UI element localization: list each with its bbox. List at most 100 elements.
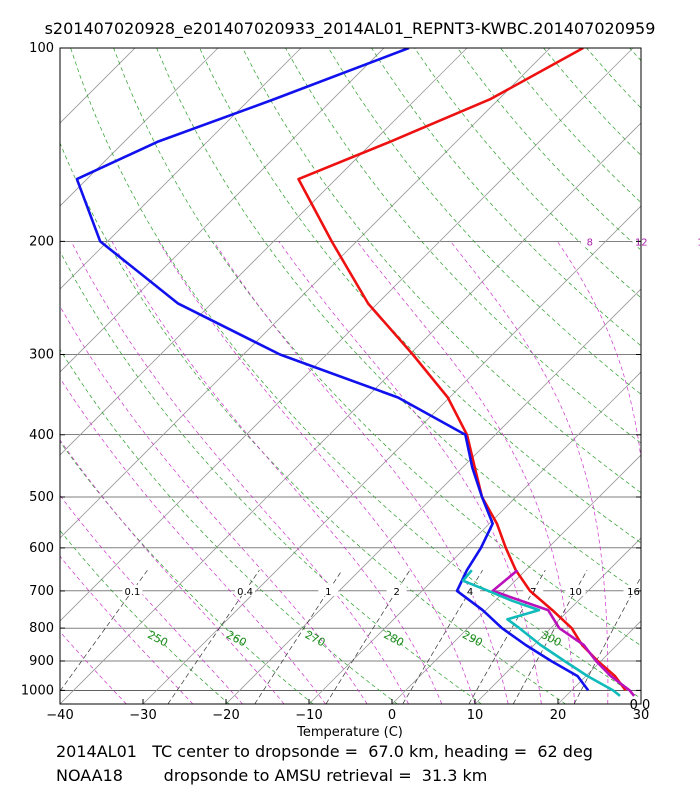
isotherm--30 (142, 205, 641, 704)
amsu-retrieval-dewpoint-line (461, 569, 621, 697)
dry-adiabat-280 (60, 250, 482, 704)
isotherm--120 (0, 48, 52, 704)
moist-label-bg (694, 236, 700, 248)
moist-adiabat-label: 16 (697, 237, 700, 248)
x-tick-label: −40 (46, 708, 73, 723)
isotherm--60 (60, 48, 551, 539)
mixing-label-bg (460, 584, 481, 596)
isotherm--40 (60, 122, 641, 704)
isotherm--100 (60, 48, 219, 207)
dry-adiabat-430 (629, 48, 641, 62)
corner-label: 0 0 (630, 698, 651, 713)
y-tick-label: 400 (29, 428, 54, 443)
dry-adiabat-250 (60, 529, 230, 704)
y-tick-label: 1000 (21, 683, 54, 698)
dry-adiabat-label: 260 (224, 628, 249, 649)
dry-adiabat-370 (371, 48, 641, 347)
background-lines (0, 48, 700, 704)
moist-adiabat-label: 8 (587, 237, 593, 248)
moist-adiabat (60, 377, 326, 704)
x-tick-label: 30 (633, 708, 650, 723)
dry-adiabat-420 (586, 48, 641, 109)
sounding-profiles (75, 48, 636, 697)
dry-adiabat-label: 270 (303, 628, 328, 649)
y-tick-label: 500 (29, 490, 54, 505)
mixing-label-bg (122, 584, 143, 596)
isotherm-10 (474, 537, 641, 704)
y-tick-label: 600 (29, 541, 54, 556)
axes: −40 −30 −20 −10 0 10 20 30 100 200 300 400 500 600 700… (21, 41, 650, 723)
dry-adiabat-330 (199, 48, 641, 544)
skew-t-chart: 25026027028029030081216202428320.10.4124… (0, 41, 700, 740)
isotherm--10 (308, 371, 641, 704)
mixing-ratio-label: 4 (467, 587, 473, 598)
dry-adiabat-label: 290 (460, 628, 485, 649)
dry-adiabat-360 (328, 48, 641, 395)
isotherm--50 (60, 48, 634, 622)
y-tick-label: 200 (29, 234, 54, 249)
dry-adiabat-310 (113, 48, 641, 647)
x-tick-label: −30 (129, 708, 156, 723)
plot-frame (59, 47, 642, 705)
mixing-ratio-line-0.1 (60, 569, 148, 692)
dry-adiabat-label: 280 (381, 628, 406, 649)
moist-adiabat (111, 241, 443, 704)
x-tick-label: −20 (212, 708, 239, 723)
x-axis-label: Temperature (C) (296, 725, 403, 740)
mixing-ratio-line-7 (468, 570, 546, 704)
caption-retrieval-distance: NOAA18 dropsonde to AMSU retrieval = 31.… (56, 766, 488, 785)
x-tick-label: −10 (295, 708, 322, 723)
isotherm--70 (60, 48, 468, 456)
mixing-ratio-label: 0.1 (124, 587, 140, 598)
mixing-label-bg (565, 584, 586, 596)
dry-adiabat-290 (60, 142, 566, 704)
isotherm-30 (640, 703, 641, 704)
mixing-label-bg (523, 584, 544, 596)
x-tick-label: 20 (550, 708, 567, 723)
moist-label-bg (580, 236, 599, 248)
mixing-label-bg (386, 584, 407, 596)
dry-adiabat-380 (414, 48, 641, 299)
y-tick-label: 100 (29, 41, 54, 56)
x-tick-label: 10 (467, 708, 484, 723)
moist-adiabat (158, 241, 476, 704)
y-tick-label: 300 (29, 347, 54, 362)
mixing-ratio-label: 2 (393, 587, 399, 598)
mixing-ratio-line-0.4 (167, 569, 260, 704)
amsu-retrieval-temperature-line (491, 569, 636, 697)
dewpoint-line (75, 48, 590, 692)
mixing-ratio-line-10 (512, 570, 588, 704)
mixing-label-bg (318, 584, 339, 596)
mixing-label-bg (623, 584, 644, 596)
isotherm--20 (225, 288, 641, 704)
dry-adiabat-270 (60, 348, 398, 704)
chart-title: s201407020928_e201407020933_2014AL01_REP… (44, 19, 656, 38)
dry-adiabat-400 (500, 48, 641, 204)
isotherm--110 (60, 48, 136, 124)
dry-adiabat-300 (70, 48, 641, 699)
mixing-ratio-label: 0.4 (237, 587, 253, 598)
caption-distance-heading: 2014AL01 TC center to dropsonde = 67.0 k… (56, 742, 593, 761)
dry-adiabat-340 (242, 48, 641, 494)
moist-adiabat (60, 305, 368, 704)
y-tick-label: 700 (29, 584, 54, 599)
dry-adiabat-390 (457, 48, 641, 251)
x-tick-label: 0 (388, 708, 396, 723)
mixing-ratio-label: 1 (325, 587, 331, 598)
dry-adiabat-440 (673, 48, 700, 704)
background-line-labels: 25026027028029030081216202428320.10.4124… (122, 236, 700, 650)
moist-adiabat (278, 241, 542, 704)
isotherm--90 (60, 48, 302, 290)
moist-adiabat (70, 241, 409, 704)
isotherm--80 (60, 48, 385, 373)
isotherm-20 (557, 620, 641, 704)
mixing-ratio-label: 16 (627, 587, 640, 598)
mixing-ratio-label: 10 (569, 587, 582, 598)
y-tick-label: 900 (29, 654, 54, 669)
dry-adiabat-350 (285, 48, 641, 444)
moist-adiabat (60, 631, 127, 704)
dry-adiabat-260 (60, 441, 314, 704)
mixing-label-bg (235, 584, 256, 596)
y-tick-label: 800 (29, 621, 54, 636)
moist-adiabat (213, 241, 509, 704)
